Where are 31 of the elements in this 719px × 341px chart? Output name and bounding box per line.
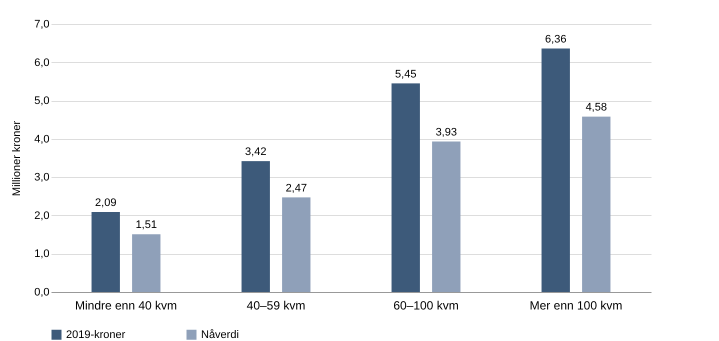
y-tick-label: 6,0 — [34, 56, 50, 69]
data-label: 3,93 — [436, 126, 457, 139]
y-tick-label: 3,0 — [34, 172, 50, 184]
y-tick-label: 2,0 — [34, 210, 50, 222]
bar — [542, 48, 570, 292]
bar — [282, 197, 310, 292]
x-tick-label: Mer enn 100 kvm — [530, 298, 622, 312]
y-tick-label: 4,0 — [34, 133, 50, 146]
x-tick-label: 60–100 kvm — [393, 298, 459, 312]
bar — [132, 234, 160, 292]
y-tick-label: 5,0 — [34, 95, 50, 108]
bar — [582, 116, 610, 292]
y-tick-label: 7,0 — [34, 18, 50, 30]
legend-label: 2019-kroner — [66, 328, 126, 341]
x-tick-label: Mindre enn 40 kvm — [74, 298, 178, 312]
y-tick-label: 1,0 — [34, 248, 50, 260]
data-label: 2,09 — [95, 196, 116, 209]
data-label: 5,45 — [395, 68, 416, 80]
data-label: 1,51 — [136, 219, 157, 232]
bar — [242, 161, 270, 292]
y-axis-title: Millioner kroner — [11, 120, 24, 196]
x-tick-label: 40–59 kvm — [246, 298, 306, 312]
data-label: 6,36 — [545, 34, 566, 46]
legend-label: Nåverdi — [201, 328, 239, 341]
data-label: 3,42 — [245, 146, 266, 158]
bar — [92, 212, 120, 292]
data-label: 2,47 — [286, 182, 307, 194]
data-label: 4,58 — [586, 102, 607, 114]
bar — [392, 83, 420, 292]
bar — [432, 142, 460, 292]
y-tick-label: 0,0 — [34, 286, 50, 298]
